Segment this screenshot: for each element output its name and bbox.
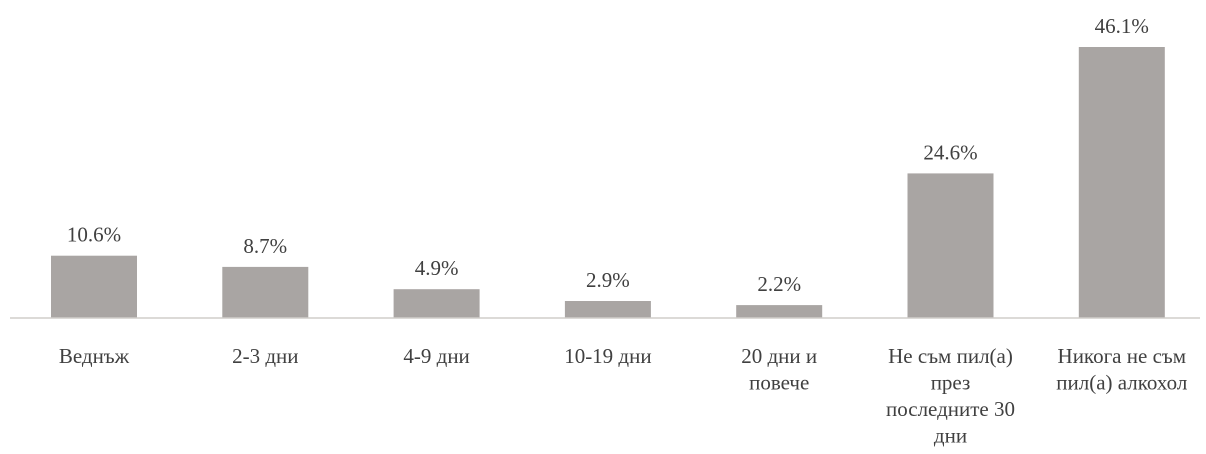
category-labels-group: Веднъж 2-3 дни 4-9 дни 10-19 дни 20 дни и пов… [59, 344, 1187, 448]
bar-5 [907, 173, 994, 318]
category-label-2: 4-9 дни [403, 344, 469, 368]
category-label-line: през [931, 371, 971, 395]
bar-2 [393, 289, 480, 318]
category-label-line: Никога не съм [1058, 344, 1187, 368]
data-label-6: 46.1% [1095, 14, 1149, 38]
category-label-3: 10-19 дни [564, 344, 651, 368]
bar-0 [51, 255, 137, 318]
category-label-0: Веднъж [59, 344, 130, 368]
bars-group [51, 47, 1165, 318]
category-label-line: 20 дни и [741, 344, 817, 368]
value-labels-group: 10.6% 8.7% 4.9% 2.9% 2.2% 24.6% 46.1% [67, 14, 1149, 296]
category-label-line: Не съм пил(а) [888, 344, 1013, 368]
bar-3 [564, 301, 651, 318]
data-label-4: 2.2% [757, 272, 801, 296]
category-label-line: пил(а) алкохол [1056, 371, 1187, 395]
category-label-line: Веднъж [59, 344, 130, 368]
data-label-5: 24.6% [923, 140, 977, 164]
category-label-1: 2-3 дни [232, 344, 298, 368]
bar-1 [222, 266, 309, 318]
category-label-line: 2-3 дни [232, 344, 298, 368]
category-label-6: Никога не съм пил(а) алкохол [1056, 344, 1187, 395]
data-label-3: 2.9% [586, 268, 630, 292]
category-label-line: дни [934, 424, 967, 448]
category-label-line: 4-9 дни [403, 344, 469, 368]
data-label-0: 10.6% [67, 223, 121, 247]
category-label-line: повече [749, 371, 809, 395]
data-label-2: 4.9% [415, 256, 459, 280]
category-label-5: Не съм пил(а) през последните 30 дни [886, 344, 1015, 448]
bar-6 [1078, 47, 1165, 318]
bar-4 [736, 305, 823, 318]
category-label-4: 20 дни и повече [741, 344, 817, 395]
category-label-line: 10-19 дни [564, 344, 651, 368]
category-label-line: последните 30 [886, 397, 1015, 421]
data-label-1: 8.7% [243, 234, 287, 258]
